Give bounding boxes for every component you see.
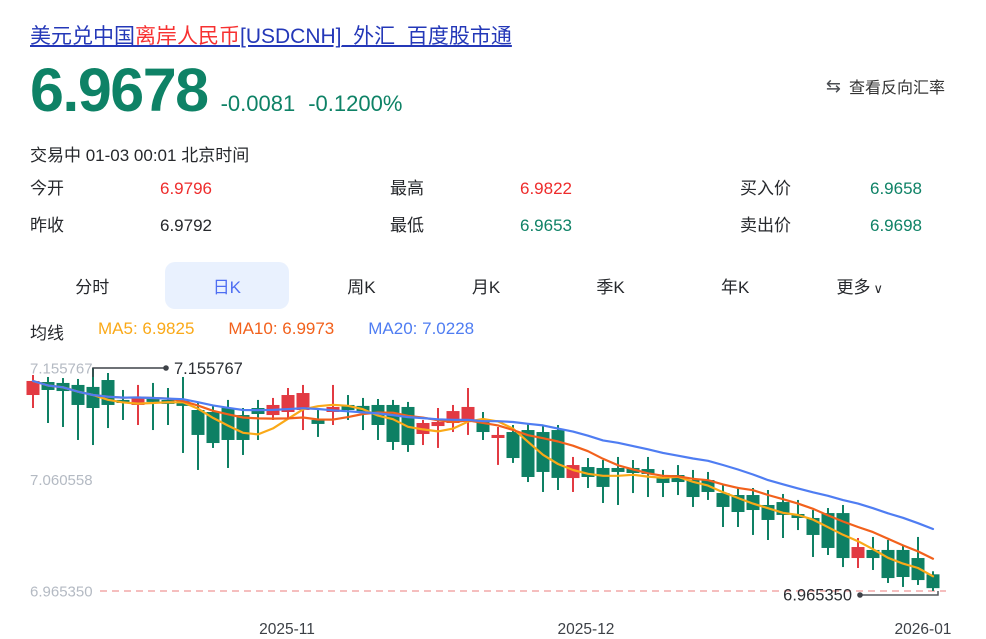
page-title-link[interactable]: 美元兑中国离岸人民币[USDCNH]_外汇_百度股市通 [30,20,512,50]
stat-label: 最高 [390,179,424,198]
swap-arrows-icon: ⇆ [825,76,841,96]
svg-text:2025-11: 2025-11 [259,621,315,638]
tab-yearly-k[interactable]: 年K [673,262,798,309]
tab-label: 年K [721,278,750,297]
stat-bid: 买入价 6.9658 [740,179,956,199]
tab-label: 日K [212,278,242,297]
tab-label: 周K [347,278,376,297]
svg-text:7.060558: 7.060558 [30,472,93,489]
stat-label: 买入价 [740,179,791,198]
svg-text:6.965350: 6.965350 [30,584,93,601]
current-price: 6.9678 [30,56,209,124]
period-tabs: 分时 日K 周K 月K 季K 年K 更多 ∨ [30,262,922,309]
stat-prev-close: 昨收 6.9792 [30,216,390,236]
ma-legend-prefix: 均线 [30,324,64,343]
stat-label: 今开 [30,179,64,198]
stat-high: 最高 6.9822 [390,179,740,199]
ma-legend: 均线 MA5: 6.9825 MA10: 6.9973 MA20: 7.0228 [30,319,474,344]
trading-status: 交易中 01-03 00:01 北京时间 [30,146,250,165]
stat-value: 6.9796 [160,179,212,198]
ma5-legend: MA5: 6.9825 [98,319,195,338]
tab-label: 季K [596,278,625,297]
tab-monthly-k[interactable]: 月K [424,262,549,309]
reverse-rate-label: 查看反向汇率 [848,80,945,97]
ma20-legend: MA20: 7.0228 [368,319,475,338]
svg-text:7.155767: 7.155767 [174,360,243,378]
tab-quarterly-k[interactable]: 季K [548,262,673,309]
quote-stats: 今开 6.9796 最高 6.9822 买入价 6.9658 昨收 6.9792 最低 6.965… [30,179,956,236]
kline-chart[interactable]: 7.155767 7.060558 6.965350 7.155767 6.965350… [0,350,986,639]
price-row: 6.9678 -0.0081 -0.1200% [30,60,402,121]
stat-value: 6.9698 [870,216,922,235]
tab-time-share[interactable]: 分时 [30,262,155,309]
svg-text:6.965350: 6.965350 [783,587,852,605]
view-reverse-rate-button[interactable]: ⇆ 查看反向汇率 [826,74,945,98]
stat-value: 6.9822 [520,179,572,198]
price-change-percent: -0.1200% [308,91,403,116]
svg-text:2025-12: 2025-12 [558,621,615,638]
stat-value: 6.9658 [870,179,922,198]
stat-ask: 卖出价 6.9698 [740,216,956,236]
tab-daily-k[interactable]: 日K [164,262,290,309]
title-tail: [USDCNH]_外汇_百度股市通 [240,25,512,48]
stat-label: 卖出价 [740,216,791,235]
tab-label: 分时 [75,278,110,297]
stat-open: 今开 6.9796 [30,179,390,199]
tab-label: 月K [471,278,501,297]
tab-weekly-k[interactable]: 周K [299,262,424,309]
svg-text:7.155767: 7.155767 [30,361,93,378]
title-lead: 美元兑中国 [30,25,135,48]
stat-value: 6.9792 [160,216,212,235]
price-change: -0.0081 [220,91,296,116]
ma10-legend: MA10: 6.9973 [228,319,335,338]
stat-low: 最低 6.9653 [390,216,740,236]
kline-svg: 7.155767 7.060558 6.965350 7.155767 6.965350… [26,360,952,638]
stat-label: 最低 [390,216,424,235]
stat-value: 6.9653 [520,216,572,235]
chevron-down-icon: ∨ [873,281,884,296]
title-highlight: 离岸人民币 [135,25,240,48]
tab-label: 更多 [836,278,871,297]
tab-more[interactable]: 更多 ∨ [797,262,922,309]
stat-label: 昨收 [30,216,64,235]
svg-text:2026-01: 2026-01 [895,621,952,638]
